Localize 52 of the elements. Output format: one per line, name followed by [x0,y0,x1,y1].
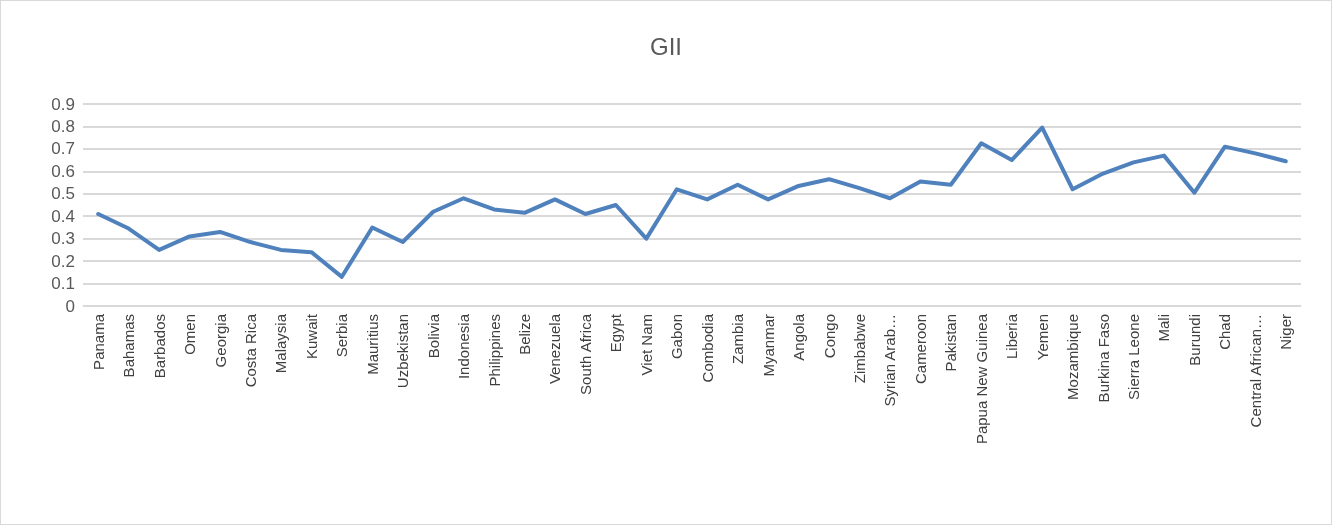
x-tick-label: Bahamas [120,314,138,378]
x-tick-label: Cameroon [911,314,929,385]
x-tick-label: Burkina Faso [1094,314,1112,403]
x-tick-label: Mauritius [363,314,381,375]
x-tick-label: Uzbekistan [394,314,412,389]
x-tick-label: Philippines [485,314,503,387]
x-tick-label: Central African… [1246,314,1264,428]
y-tick-label: 0.7 [51,139,75,159]
x-tick-label: Congo [820,314,838,359]
x-tick-label: Indonesia [455,313,473,380]
y-tick-label: 0.2 [51,251,75,271]
y-tick-label: 0.5 [51,184,75,204]
x-tick-label: Kuwait [302,313,320,360]
y-tick-label: 0 [65,296,75,316]
x-tick-label: Mozambique [1064,314,1082,400]
x-tick-label: Viet Nam [637,314,655,376]
x-tick-label: Bolivia [424,313,442,359]
line-series [96,125,1288,279]
x-tick-label: Malaysia [272,313,290,374]
x-tick-label: Omen [181,314,199,355]
x-tick-label: Gabon [668,314,686,360]
x-tick-label: Pakistan [942,314,960,372]
x-tick-label: Mali [1155,314,1173,342]
x-tick-label: Zambia [729,313,747,365]
x-tick-label: Syrian Arab… [881,314,899,407]
x-tick-label: Sierra Leone [1125,314,1143,400]
x-tick-label: Myanmar [759,314,777,377]
x-tick-label: Barbados [150,314,168,379]
chart-title: GII [649,32,683,60]
x-tick-label: Serbia [333,313,351,358]
x-tick-label: Liberia [1003,313,1021,360]
x-tick-label: Costa Rica [241,313,259,388]
x-tick-label: Chad [1216,314,1234,350]
y-tick-label: 0.4 [51,206,75,226]
x-tick-label: South Africa [576,313,594,395]
x-tick-label: Panama [89,313,107,370]
x-tick-label: Zimbabwe [850,314,868,384]
x-tick-label: Belize [516,314,534,355]
x-tick-label: Egypt [607,313,625,353]
x-tick-label: Venezuela [546,313,564,385]
y-tick-label: 0.6 [51,161,75,181]
y-tick-label: 0.8 [51,116,75,136]
x-tick-label: Combodia [698,313,716,383]
y-tick-label: 0.1 [51,274,75,294]
y-tick-label: 0.3 [51,229,75,249]
x-tick-label: Angola [790,313,808,361]
x-tick-label: Georgia [211,313,229,368]
x-tick-label: Niger [1277,314,1295,350]
x-tick-label: Burundi [1185,314,1203,366]
y-tick-label: 0.9 [51,94,75,114]
x-tick-label: Yemen [1033,314,1051,361]
x-tick-label: Papua New Guinea [972,313,990,445]
